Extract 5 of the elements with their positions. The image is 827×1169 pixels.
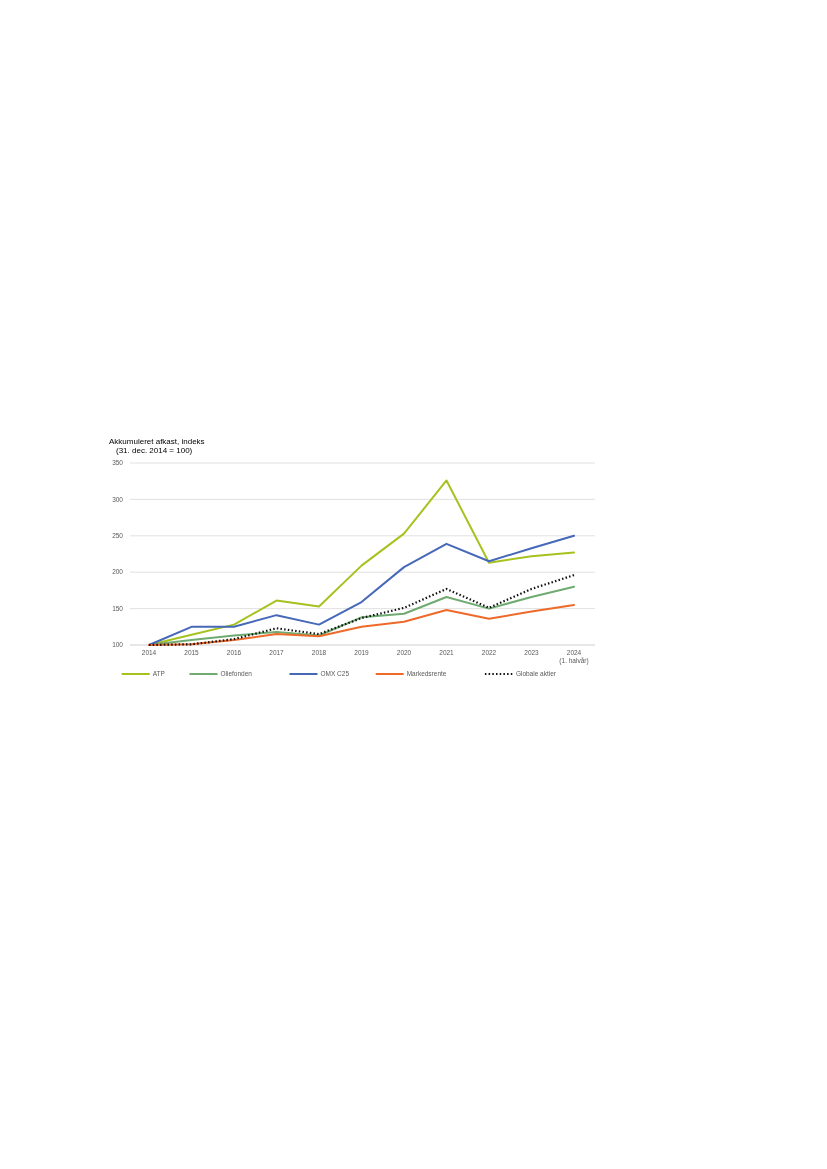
line-series <box>147 574 576 647</box>
chart-title: Akkumuleret afkast, indeks <box>109 437 205 446</box>
line-series <box>148 534 575 646</box>
line-series <box>148 603 575 646</box>
chart-subtitle: (31. dec. 2014 = 100) <box>116 446 193 455</box>
